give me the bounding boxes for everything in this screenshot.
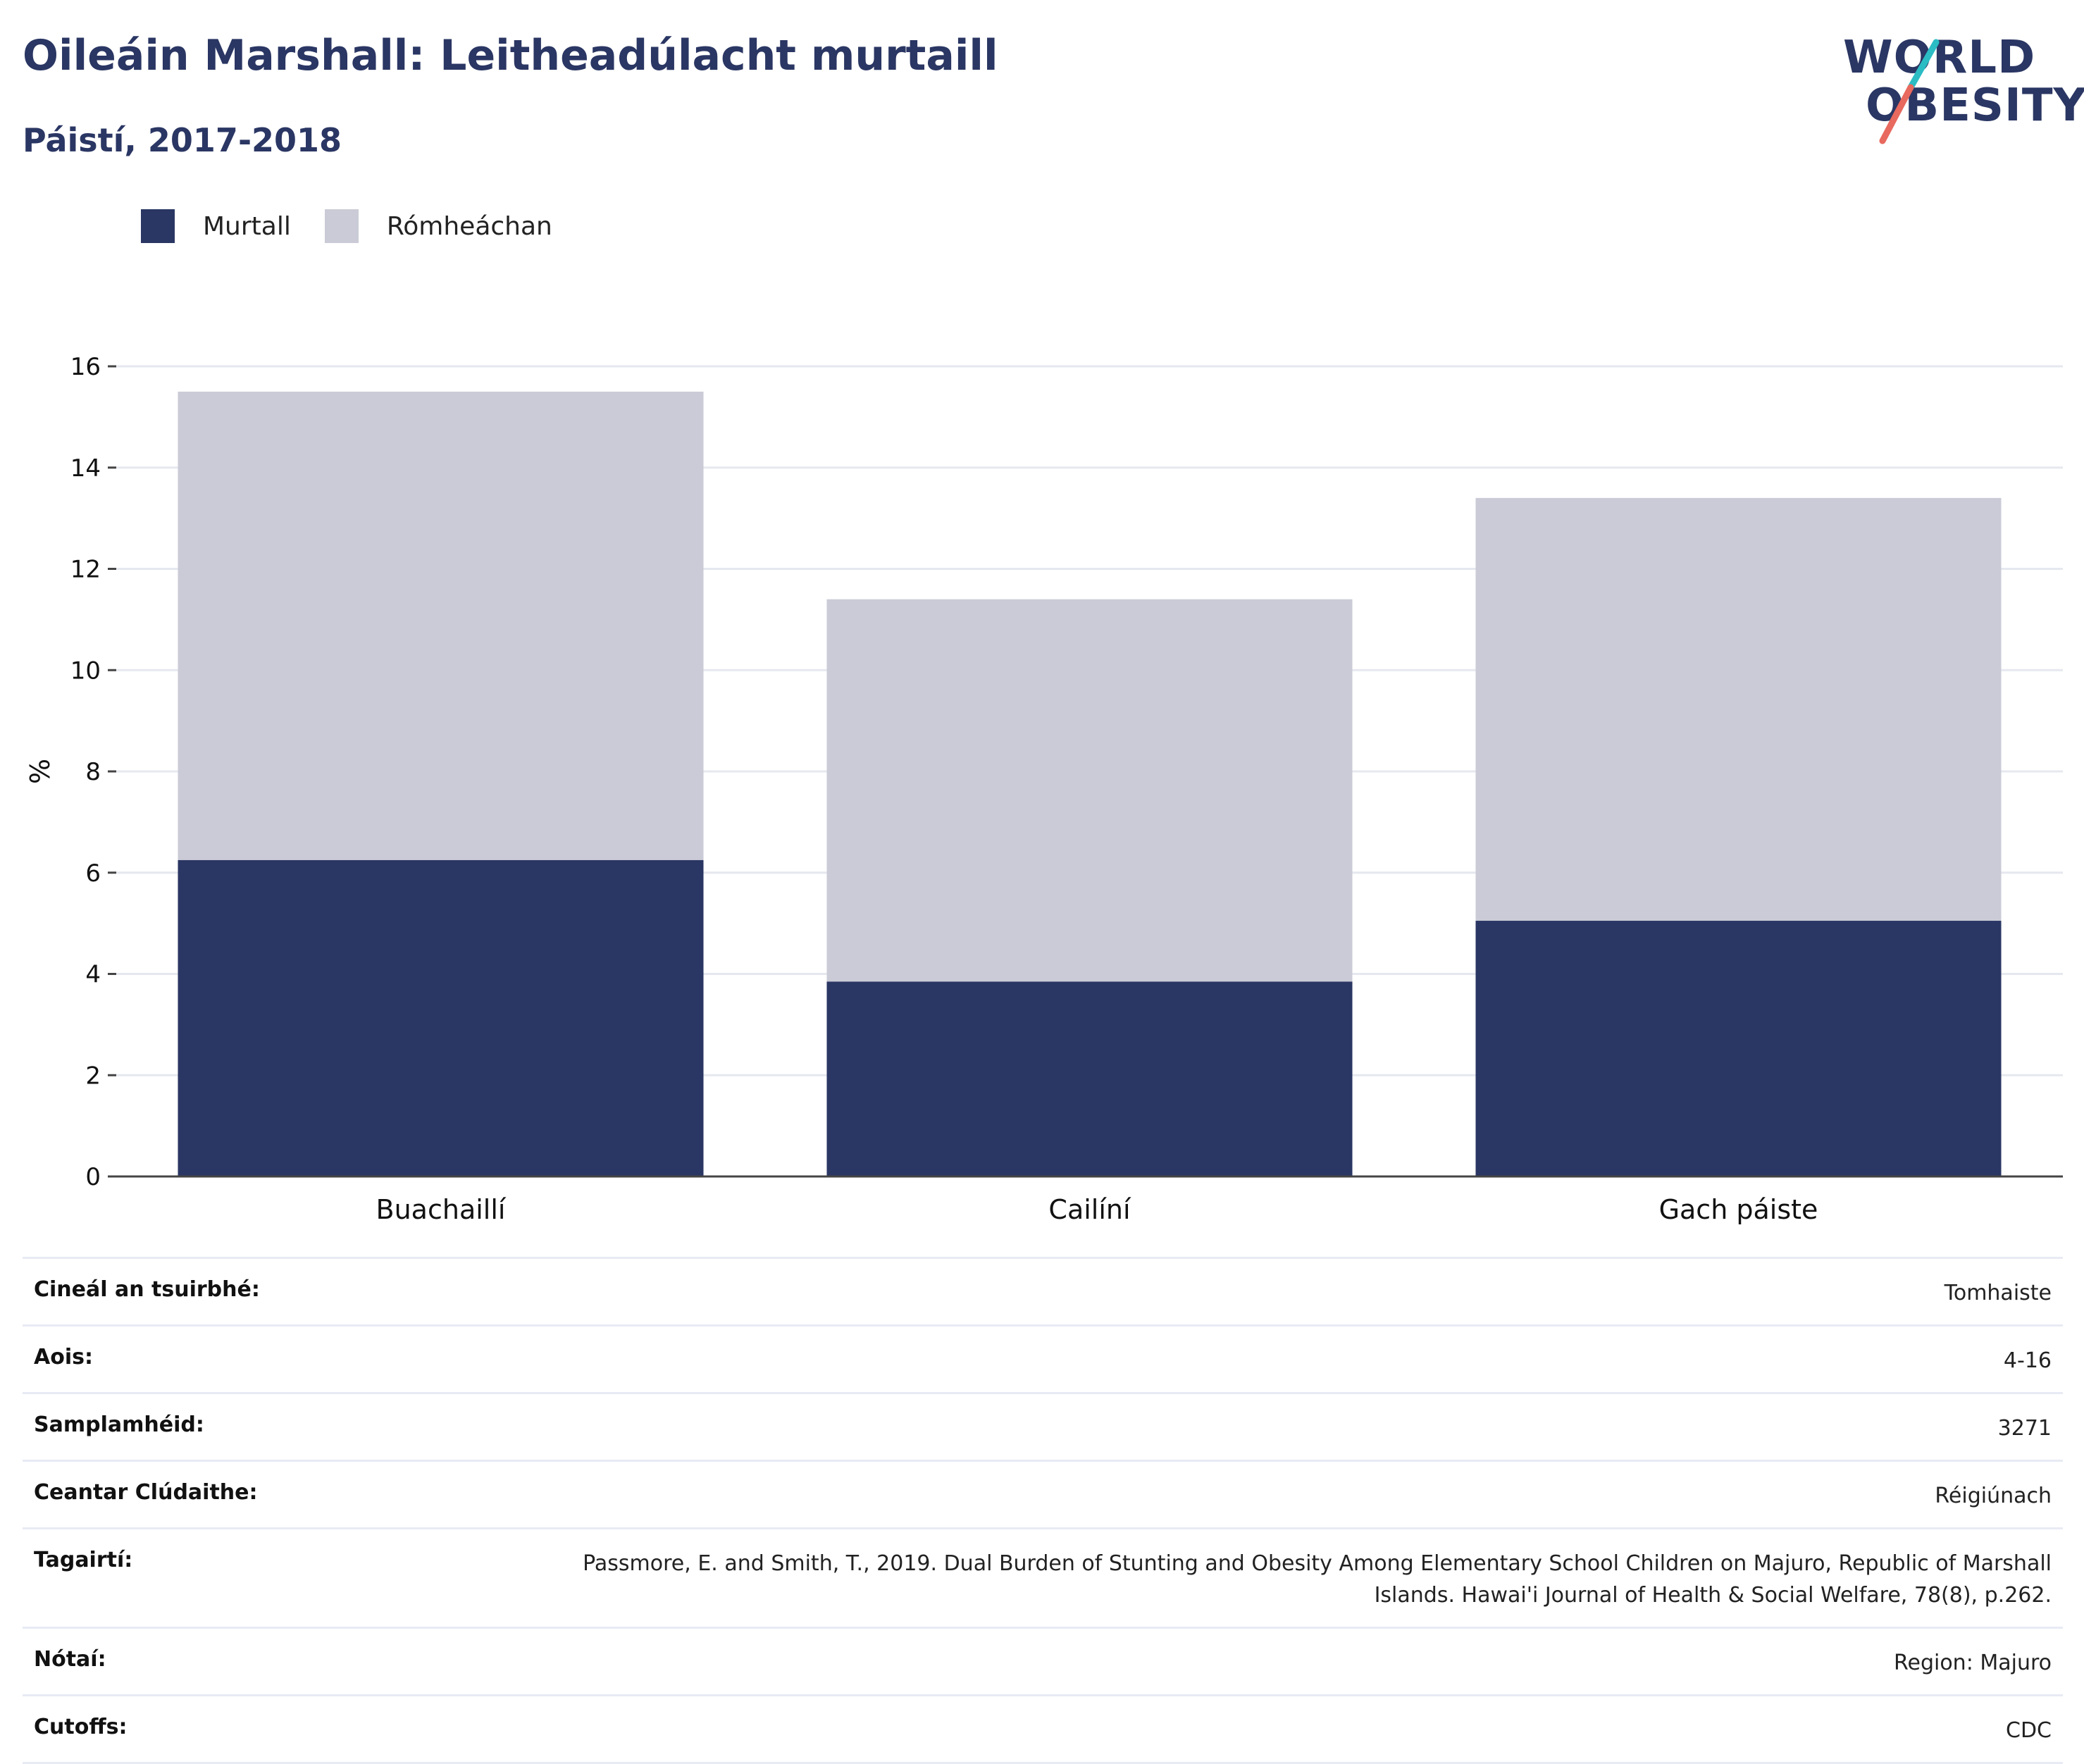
legend-swatch-romheachan: [324, 209, 359, 243]
bar-murtall: [1475, 921, 2002, 1176]
meta-key: Aois:: [34, 1345, 93, 1369]
x-tick-label: Gach páiste: [1659, 1194, 1818, 1225]
y-tick-label: 14: [70, 454, 101, 483]
meta-key: Samplamhéid:: [34, 1412, 204, 1437]
y-tick-label: 12: [70, 556, 101, 584]
legend-label-murtall: Murtall: [203, 211, 291, 241]
y-tick-label: 8: [85, 758, 101, 786]
legend-swatch-murtall: [141, 209, 175, 243]
x-tick-label: Buachaillí: [376, 1194, 507, 1225]
meta-value: Tomhaiste: [1944, 1281, 2052, 1305]
meta-value: Passmore, E. and Smith, T., 2019. Dual B…: [583, 1551, 2052, 1608]
bar-murtall: [826, 981, 1353, 1176]
legend-item-murtall: Murtall: [141, 209, 291, 243]
bar-romheachan: [826, 599, 1353, 982]
meta-row-area-covered: Ceantar Clúdaithe: Réigiúnach: [23, 1460, 2063, 1527]
meta-key: Tagairtí:: [34, 1548, 133, 1572]
meta-row-sample-size: Samplamhéid: 3271: [23, 1392, 2063, 1460]
bar-murtall: [178, 859, 704, 1176]
y-axis-label: %: [25, 759, 56, 784]
meta-value: 3271: [1997, 1416, 2052, 1441]
meta-row-references: Tagairtí: Passmore, E. and Smith, T., 20…: [23, 1527, 2063, 1627]
y-tick-label: 16: [70, 353, 101, 381]
bar-chart: 0 2 4 6 8 10 12 14 16% Buachaillí Cailíní Gach páis…: [25, 353, 2063, 1225]
y-tick-label: 6: [85, 859, 101, 888]
meta-value: CDC: [2006, 1718, 2052, 1743]
meta-key: Nótaí:: [34, 1647, 106, 1672]
y-tick-label: 0: [85, 1163, 101, 1191]
meta-row-age: Aois: 4-16: [23, 1324, 2063, 1392]
meta-value: 4-16: [2003, 1348, 2052, 1373]
survey-metadata-table: Cineál an tsuirbhé: Tomhaiste Aois: 4-16…: [23, 1257, 2063, 1764]
meta-key: Cineál an tsuirbhé:: [34, 1277, 260, 1302]
chart-legend: Murtall Rómheáchan: [141, 209, 586, 244]
y-tick-label: 10: [70, 657, 101, 685]
world-obesity-logo: WORLD OBESITY: [1832, 28, 2084, 148]
meta-key: Ceantar Clúdaithe:: [34, 1480, 258, 1505]
meta-row-notes: Nótaí: Region: Majuro: [23, 1627, 2063, 1694]
meta-row-cutoffs: Cutoffs: CDC: [23, 1694, 2063, 1764]
legend-label-romheachan: Rómheáchan: [386, 211, 552, 241]
y-tick-label: 2: [85, 1062, 101, 1090]
meta-key: Cutoffs:: [34, 1715, 128, 1739]
meta-row-survey-type: Cineál an tsuirbhé: Tomhaiste: [23, 1257, 2063, 1324]
bar-romheachan: [178, 391, 704, 860]
x-tick-label: Cailíní: [1048, 1194, 1131, 1225]
y-tick-label: 4: [85, 961, 101, 989]
chart-title: Oileáin Marshall: Leitheadúlacht murtail…: [23, 31, 998, 80]
meta-value: Réigiúnach: [1935, 1484, 2052, 1508]
logo-slash-icon: [1879, 39, 1940, 144]
meta-value: Region: Majuro: [1894, 1651, 2052, 1675]
legend-item-romheachan: Rómheáchan: [324, 209, 552, 243]
chart-subtitle: Páistí, 2017-2018: [23, 121, 342, 159]
bar-romheachan: [1475, 497, 2002, 921]
